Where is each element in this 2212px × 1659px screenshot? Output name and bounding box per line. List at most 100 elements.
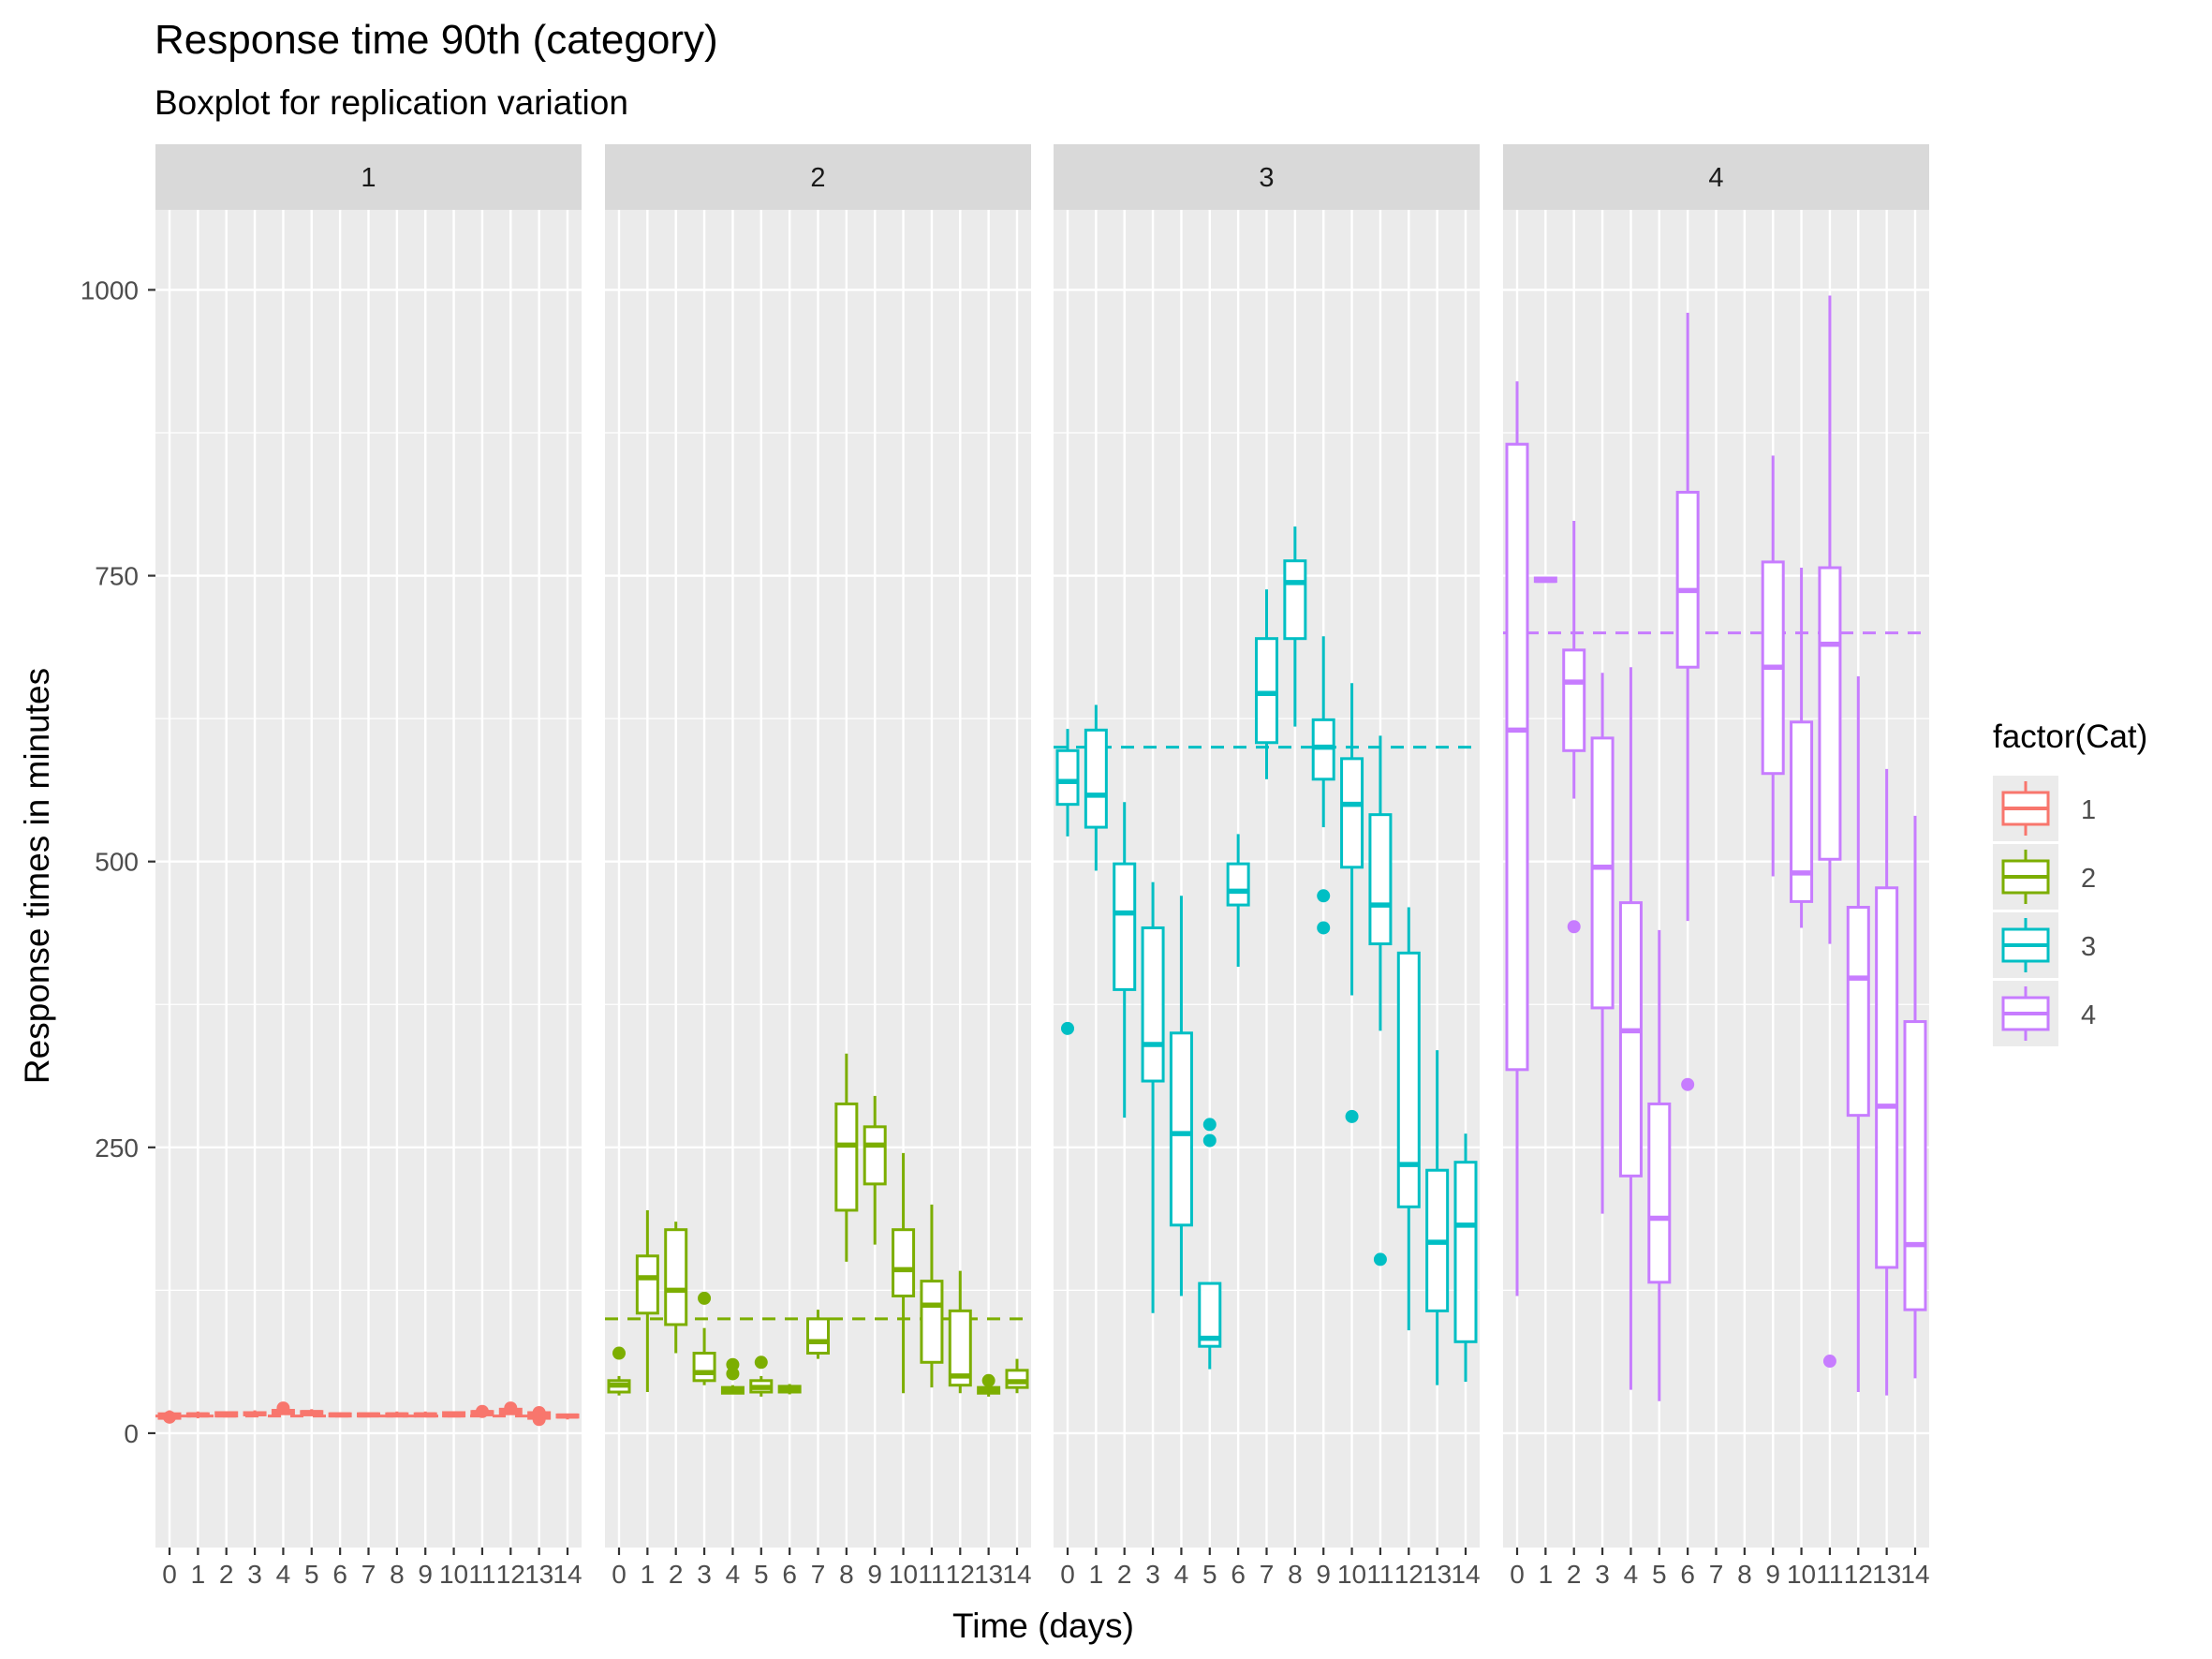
box-iqr: [1226, 862, 1250, 907]
legend-item-4: 4: [1993, 981, 2096, 1046]
x-tick-label: 2: [669, 1560, 684, 1589]
x-tick-label: 12: [1394, 1560, 1423, 1589]
x-tick-label: 4: [276, 1560, 291, 1589]
boxplot-day-3: [1141, 881, 1165, 1313]
x-tick-label: 12: [496, 1560, 525, 1589]
box-iqr: [1340, 757, 1364, 869]
legend-item-3: 3: [1993, 912, 2096, 978]
boxplot-day-5: [749, 1355, 774, 1397]
boxplot-day-4: [271, 1401, 295, 1415]
outlier-point: [1681, 1077, 1695, 1091]
boxplot-day-12: [498, 1401, 523, 1415]
x-tick-label: 9: [418, 1560, 433, 1589]
box-iqr: [1283, 559, 1307, 641]
boxplot-day-5: [300, 1409, 324, 1416]
x-tick-label: 8: [390, 1560, 405, 1589]
x-tick-label: 5: [1652, 1560, 1667, 1589]
boxplot-day-11: [920, 1204, 944, 1388]
outlier-point: [532, 1405, 546, 1419]
box-iqr: [1647, 1102, 1672, 1284]
box-iqr: [1790, 720, 1814, 903]
boxplot-day-0: [157, 1410, 182, 1424]
outlier-point: [1202, 1118, 1217, 1132]
legend-item-2: 2: [1993, 844, 2096, 910]
boxplot-day-1: [185, 1411, 210, 1419]
boxplot-day-0: [607, 1346, 631, 1396]
x-tick-label: 6: [1231, 1560, 1246, 1589]
x-tick-label: 14: [1900, 1560, 1929, 1589]
boxplot-day-3: [692, 1291, 716, 1385]
boxplot-day-13: [1875, 768, 1899, 1396]
x-tick-label: 4: [1174, 1560, 1189, 1589]
boxplot-day-6: [328, 1412, 352, 1418]
x-tick-label: 14: [1002, 1560, 1031, 1589]
box-iqr: [1875, 886, 1899, 1269]
x-tick-label: 0: [1510, 1560, 1525, 1589]
x-tick-label: 9: [1316, 1560, 1331, 1589]
x-tick-label: 6: [332, 1560, 347, 1589]
legend-item-label: 3: [2081, 932, 2096, 962]
x-tick-label: 14: [553, 1560, 582, 1589]
legend-item-label: 1: [2081, 795, 2096, 825]
boxplot-day-12: [1396, 907, 1421, 1331]
box-iqr: [1396, 951, 1421, 1208]
boxplot-day-5: [1198, 1118, 1222, 1370]
boxplot-day-6: [1226, 834, 1250, 967]
x-tick-label: 14: [1451, 1560, 1480, 1589]
boxplot-day-4: [720, 1357, 745, 1395]
boxplot-day-13: [527, 1405, 552, 1427]
box-iqr: [1169, 1031, 1193, 1227]
boxplot-day-13: [977, 1373, 1001, 1397]
x-tick-label: 8: [1737, 1560, 1752, 1589]
boxplot-day-7: [1255, 589, 1278, 779]
box-iqr: [1618, 901, 1643, 1178]
box-iqr: [1846, 906, 1870, 1118]
x-tick-label: 10: [439, 1560, 468, 1589]
facet-strip: [605, 144, 1031, 210]
outlier-point: [1317, 921, 1331, 935]
x-tick-label: 8: [1288, 1560, 1303, 1589]
boxplot-day-3: [1590, 673, 1615, 1214]
boxplot-day-5: [1647, 929, 1672, 1401]
boxplot-day-0: [1505, 381, 1529, 1296]
x-tick-label: 6: [782, 1560, 797, 1589]
outlier-point: [504, 1401, 518, 1415]
box-iqr: [1141, 926, 1165, 1083]
x-tick-label: 4: [1624, 1560, 1639, 1589]
outlier-point: [1061, 1021, 1074, 1035]
boxplot-day-14: [1903, 815, 1927, 1379]
legend-item-label: 4: [2081, 1000, 2096, 1030]
boxplot-day-0: [1055, 729, 1080, 1035]
x-tick-label: 7: [1260, 1560, 1275, 1589]
boxplot-day-2: [214, 1411, 239, 1418]
box-iqr: [1255, 637, 1278, 745]
boxplot-day-4: [1618, 667, 1643, 1390]
outlier-point: [1202, 1133, 1217, 1148]
x-tick-label: 12: [946, 1560, 975, 1589]
outlier-point: [1822, 1355, 1836, 1369]
x-tick-label: 7: [811, 1560, 826, 1589]
x-tick-label: 0: [1060, 1560, 1075, 1589]
boxplot-day-1: [635, 1209, 659, 1393]
chart-subtitle: Boxplot for replication variation: [155, 83, 628, 122]
x-tick-label: 3: [247, 1560, 262, 1589]
x-tick-label: 9: [1765, 1560, 1780, 1589]
outlier-point: [475, 1404, 489, 1418]
boxplot-day-12: [1846, 675, 1870, 1393]
boxplot-day-2: [664, 1222, 688, 1354]
x-tick-label: 8: [839, 1560, 854, 1589]
boxplot-day-2: [1113, 802, 1137, 1118]
facet-strip-label: 1: [361, 163, 376, 193]
boxplot-day-14: [1453, 1133, 1478, 1383]
outlier-point: [276, 1401, 290, 1415]
x-tick-label: 1: [641, 1560, 656, 1589]
facet-panel-2: 20 1 2 3 4 5 6 7 8 9 10 11 12 13 14: [605, 144, 1032, 1589]
box-iqr: [1903, 1020, 1927, 1311]
x-tick-label: 2: [1567, 1560, 1582, 1589]
x-tick-label: 5: [1202, 1560, 1217, 1589]
box-iqr: [863, 1125, 887, 1186]
box-iqr: [1562, 648, 1586, 752]
outlier-point: [1317, 889, 1331, 903]
outlier-point: [163, 1410, 176, 1424]
boxplot-day-3: [243, 1410, 267, 1417]
